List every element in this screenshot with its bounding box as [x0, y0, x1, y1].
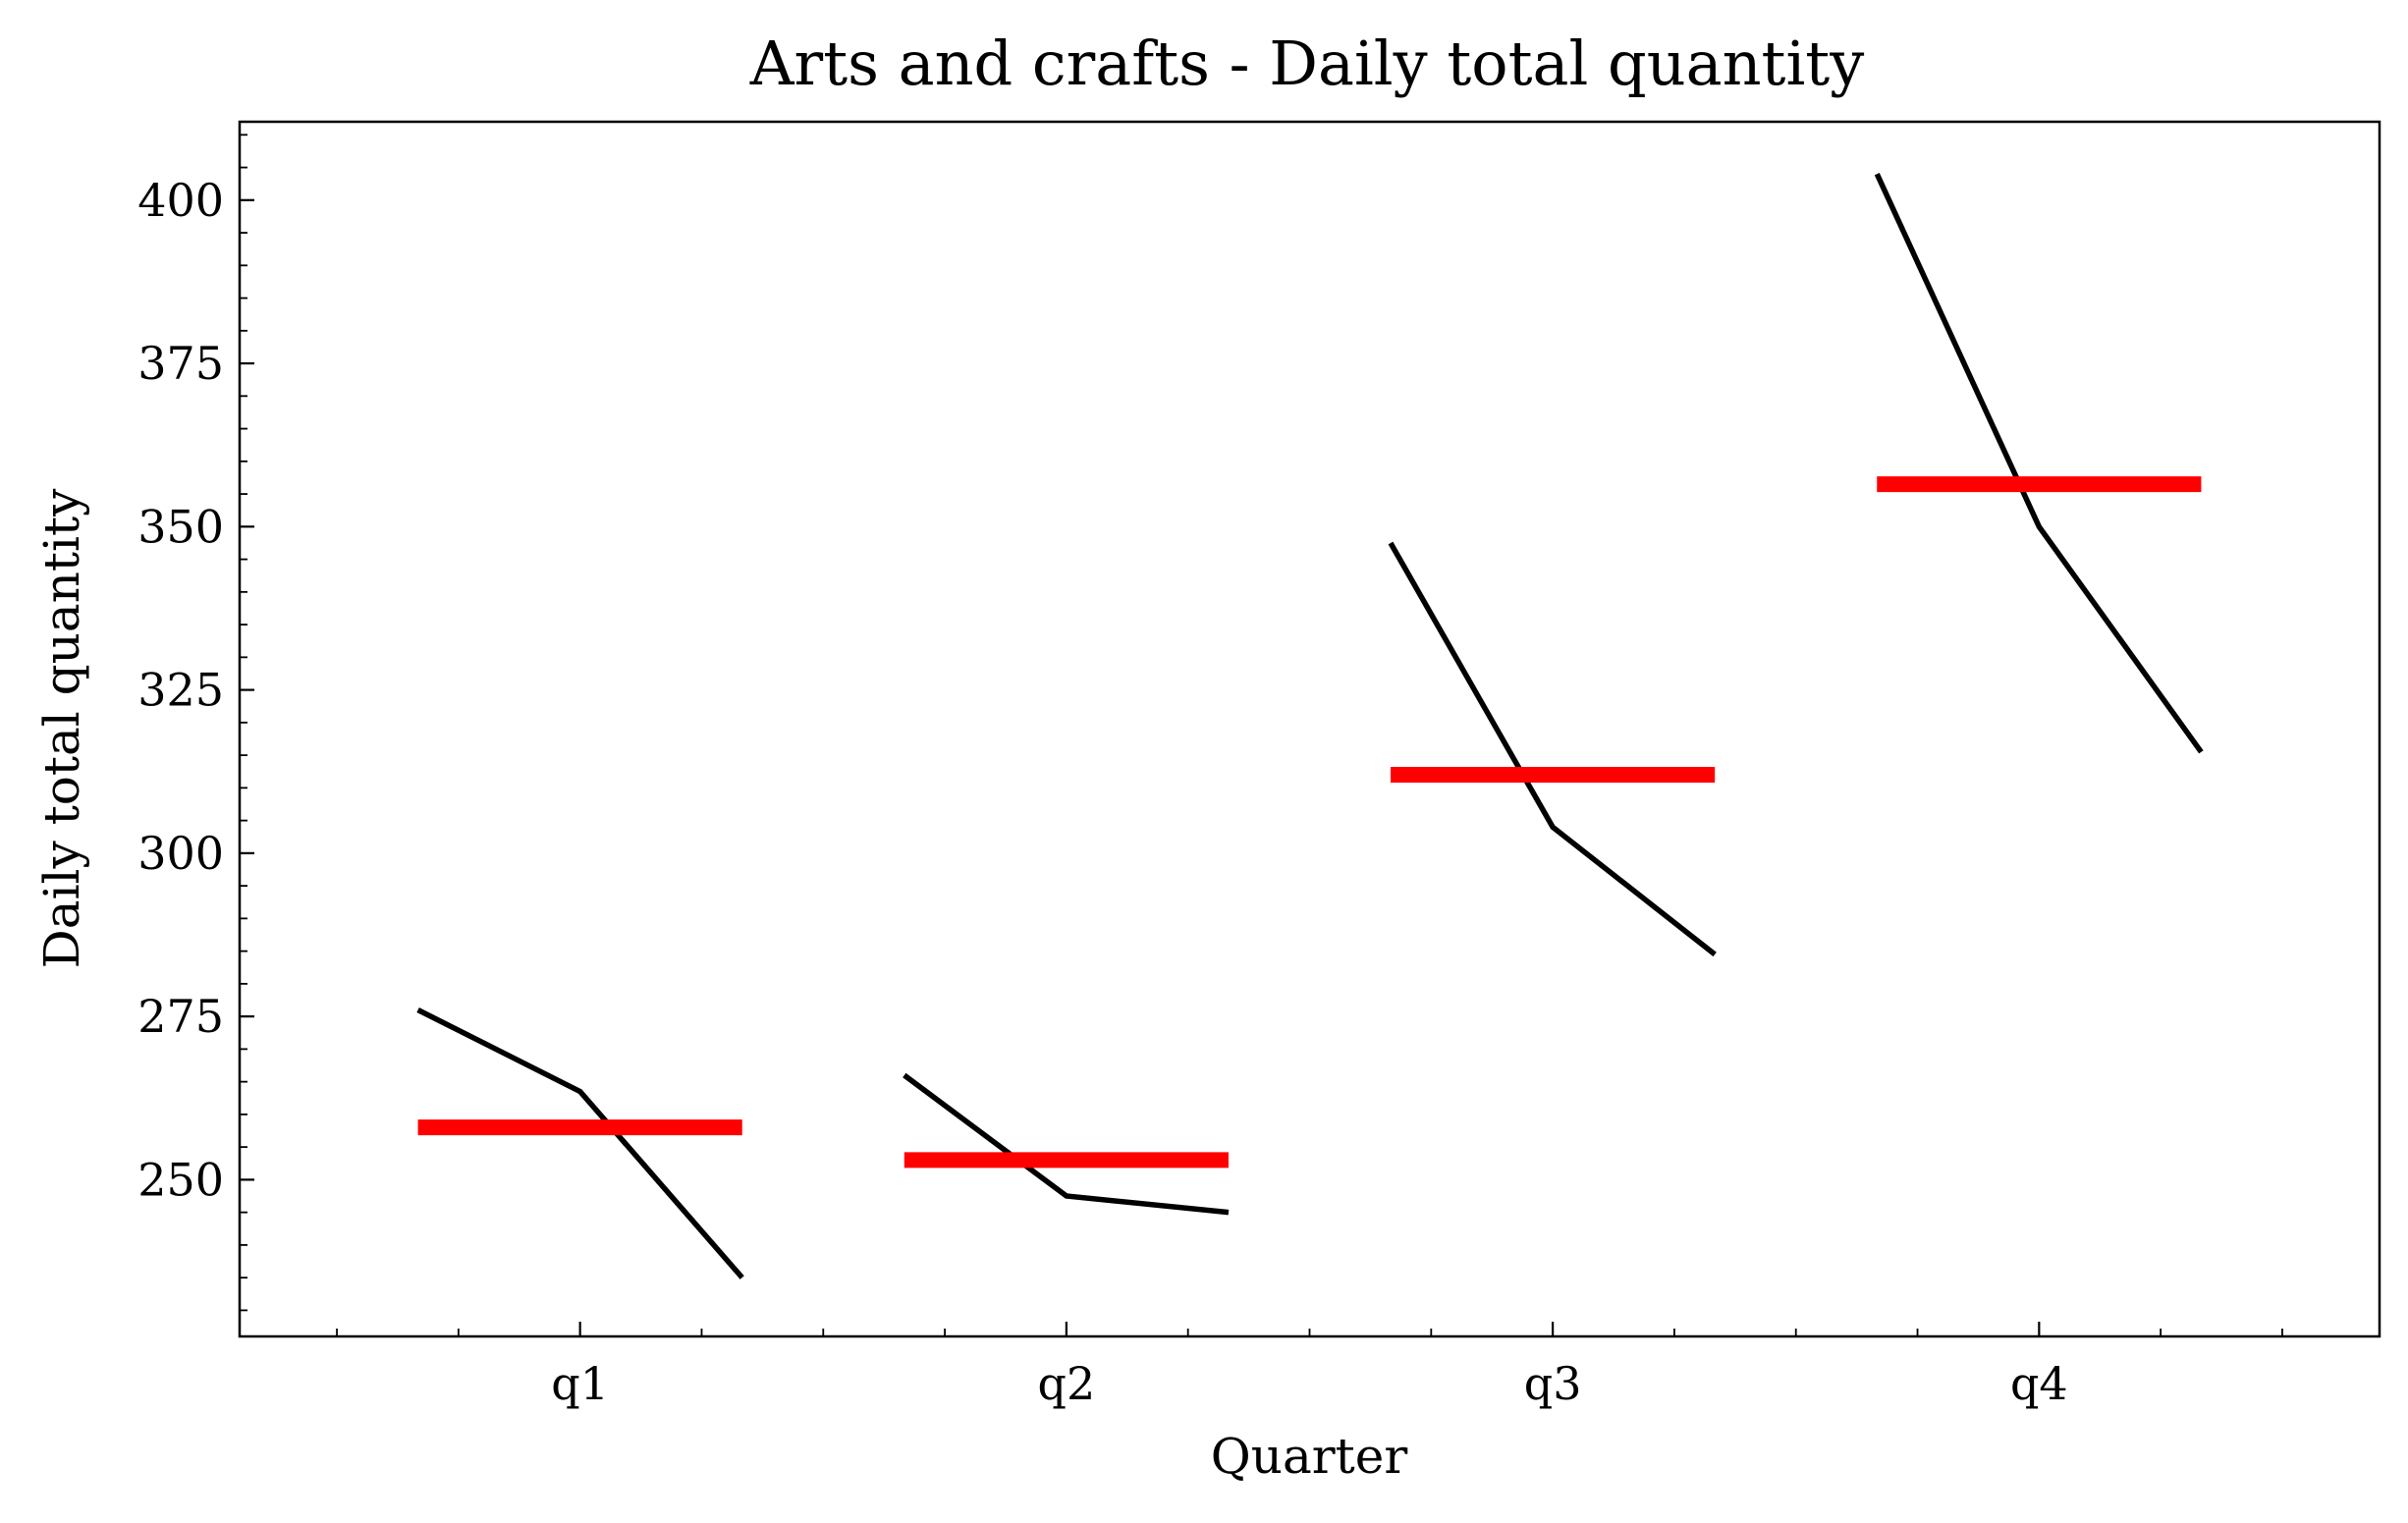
subseries-line-q1 [416, 1007, 744, 1279]
y-tick-label: 250 [137, 1153, 224, 1206]
axes-frame [238, 120, 2381, 1338]
x-tick-label: q2 [1038, 1357, 1096, 1410]
y-tick-label: 400 [137, 174, 224, 227]
x-axis-label: Quarter [1211, 1428, 1408, 1485]
plot-area [416, 173, 2204, 1279]
y-tick-label: 350 [137, 500, 224, 553]
x-tick-label: q4 [2010, 1357, 2068, 1410]
y-tick-label: 300 [137, 827, 224, 880]
subseries-line-q3 [1388, 541, 1717, 957]
x-axis: q1 q2 q3 q4 [336, 1322, 2283, 1410]
x-tick-label: q3 [1524, 1357, 1582, 1410]
y-axis-label: Daily total quantity [33, 488, 90, 968]
y-axis: 250 275 300 325 350 375 400 [137, 134, 254, 1312]
y-tick-label: 375 [137, 337, 224, 390]
subseries-line-q2 [903, 1072, 1230, 1216]
chart-title: Arts and crafts - Daily total quantity [749, 27, 1864, 99]
y-tick-label: 325 [137, 664, 224, 717]
subseries-line-q4 [1874, 173, 2204, 754]
y-tick-label: 275 [137, 990, 224, 1043]
x-tick-label: q1 [551, 1357, 609, 1410]
